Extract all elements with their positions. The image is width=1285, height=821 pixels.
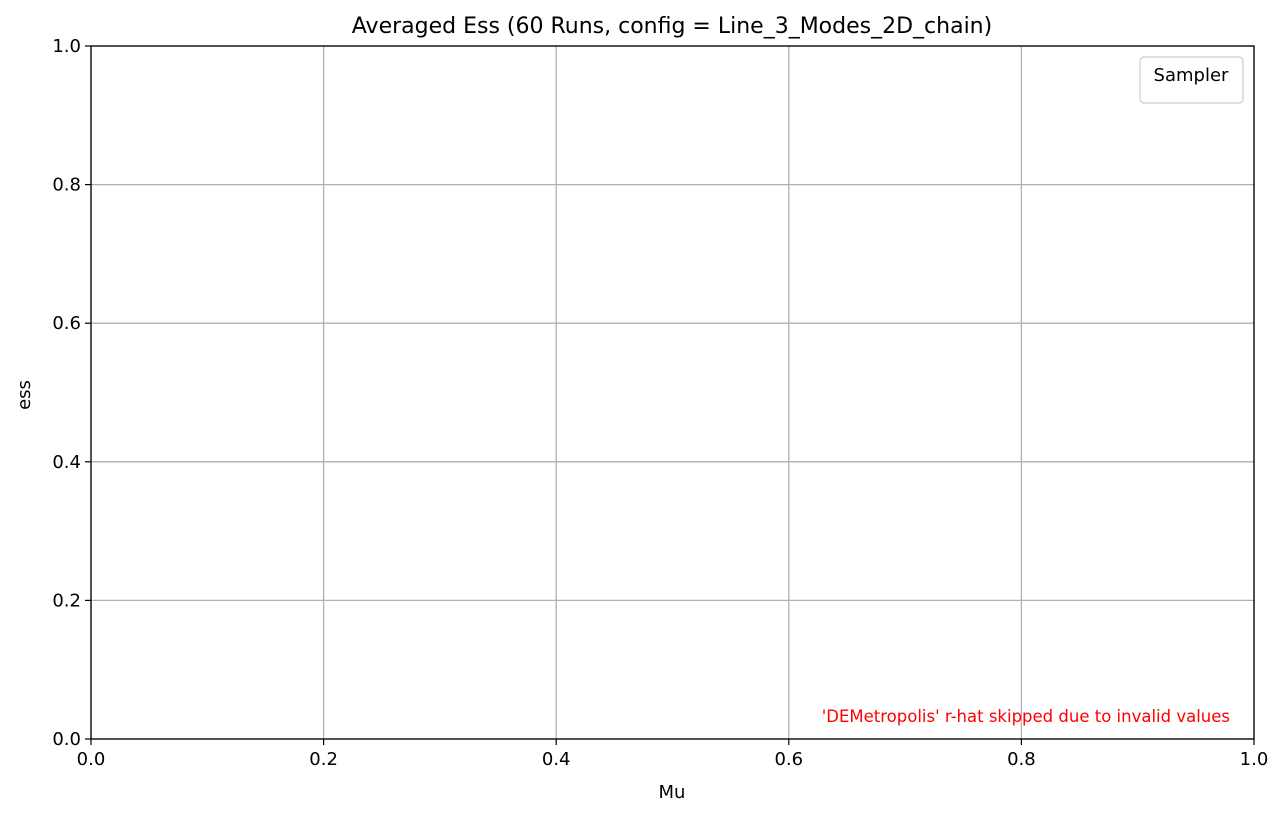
x-tick-label: 0.2 [309,749,338,770]
x-axis-label: Mu [659,782,686,803]
x-axis: 0.0 0.2 0.4 0.6 0.8 1.0 [77,739,1269,770]
legend-box [1139,56,1244,104]
chart-title: Averaged Ess (60 Runs, config = Line_3_M… [352,14,992,39]
y-tick-label: 0.2 [52,590,81,611]
y-tick-label: 0.8 [52,175,81,196]
x-tick-label: 0.0 [77,749,106,770]
y-axis: 0.0 0.2 0.4 0.6 0.8 1.0 [52,36,91,750]
legend: Sampler [1139,56,1244,104]
annotation-text: 'DEMetropolis' r-hat skipped due to inva… [822,707,1230,726]
x-tick-label: 0.4 [542,749,571,770]
y-axis-label: ess [14,380,35,410]
x-tick-label: 0.8 [1007,749,1036,770]
y-tick-label: 0.4 [52,452,81,473]
y-tick-label: 0.0 [52,729,81,750]
legend-title: Sampler [1154,65,1229,86]
plot-area [90,45,1255,740]
x-tick-label: 1.0 [1240,749,1269,770]
y-tick-label: 1.0 [52,36,81,57]
x-tick-label: 0.6 [774,749,803,770]
y-tick-label: 0.6 [52,313,81,334]
